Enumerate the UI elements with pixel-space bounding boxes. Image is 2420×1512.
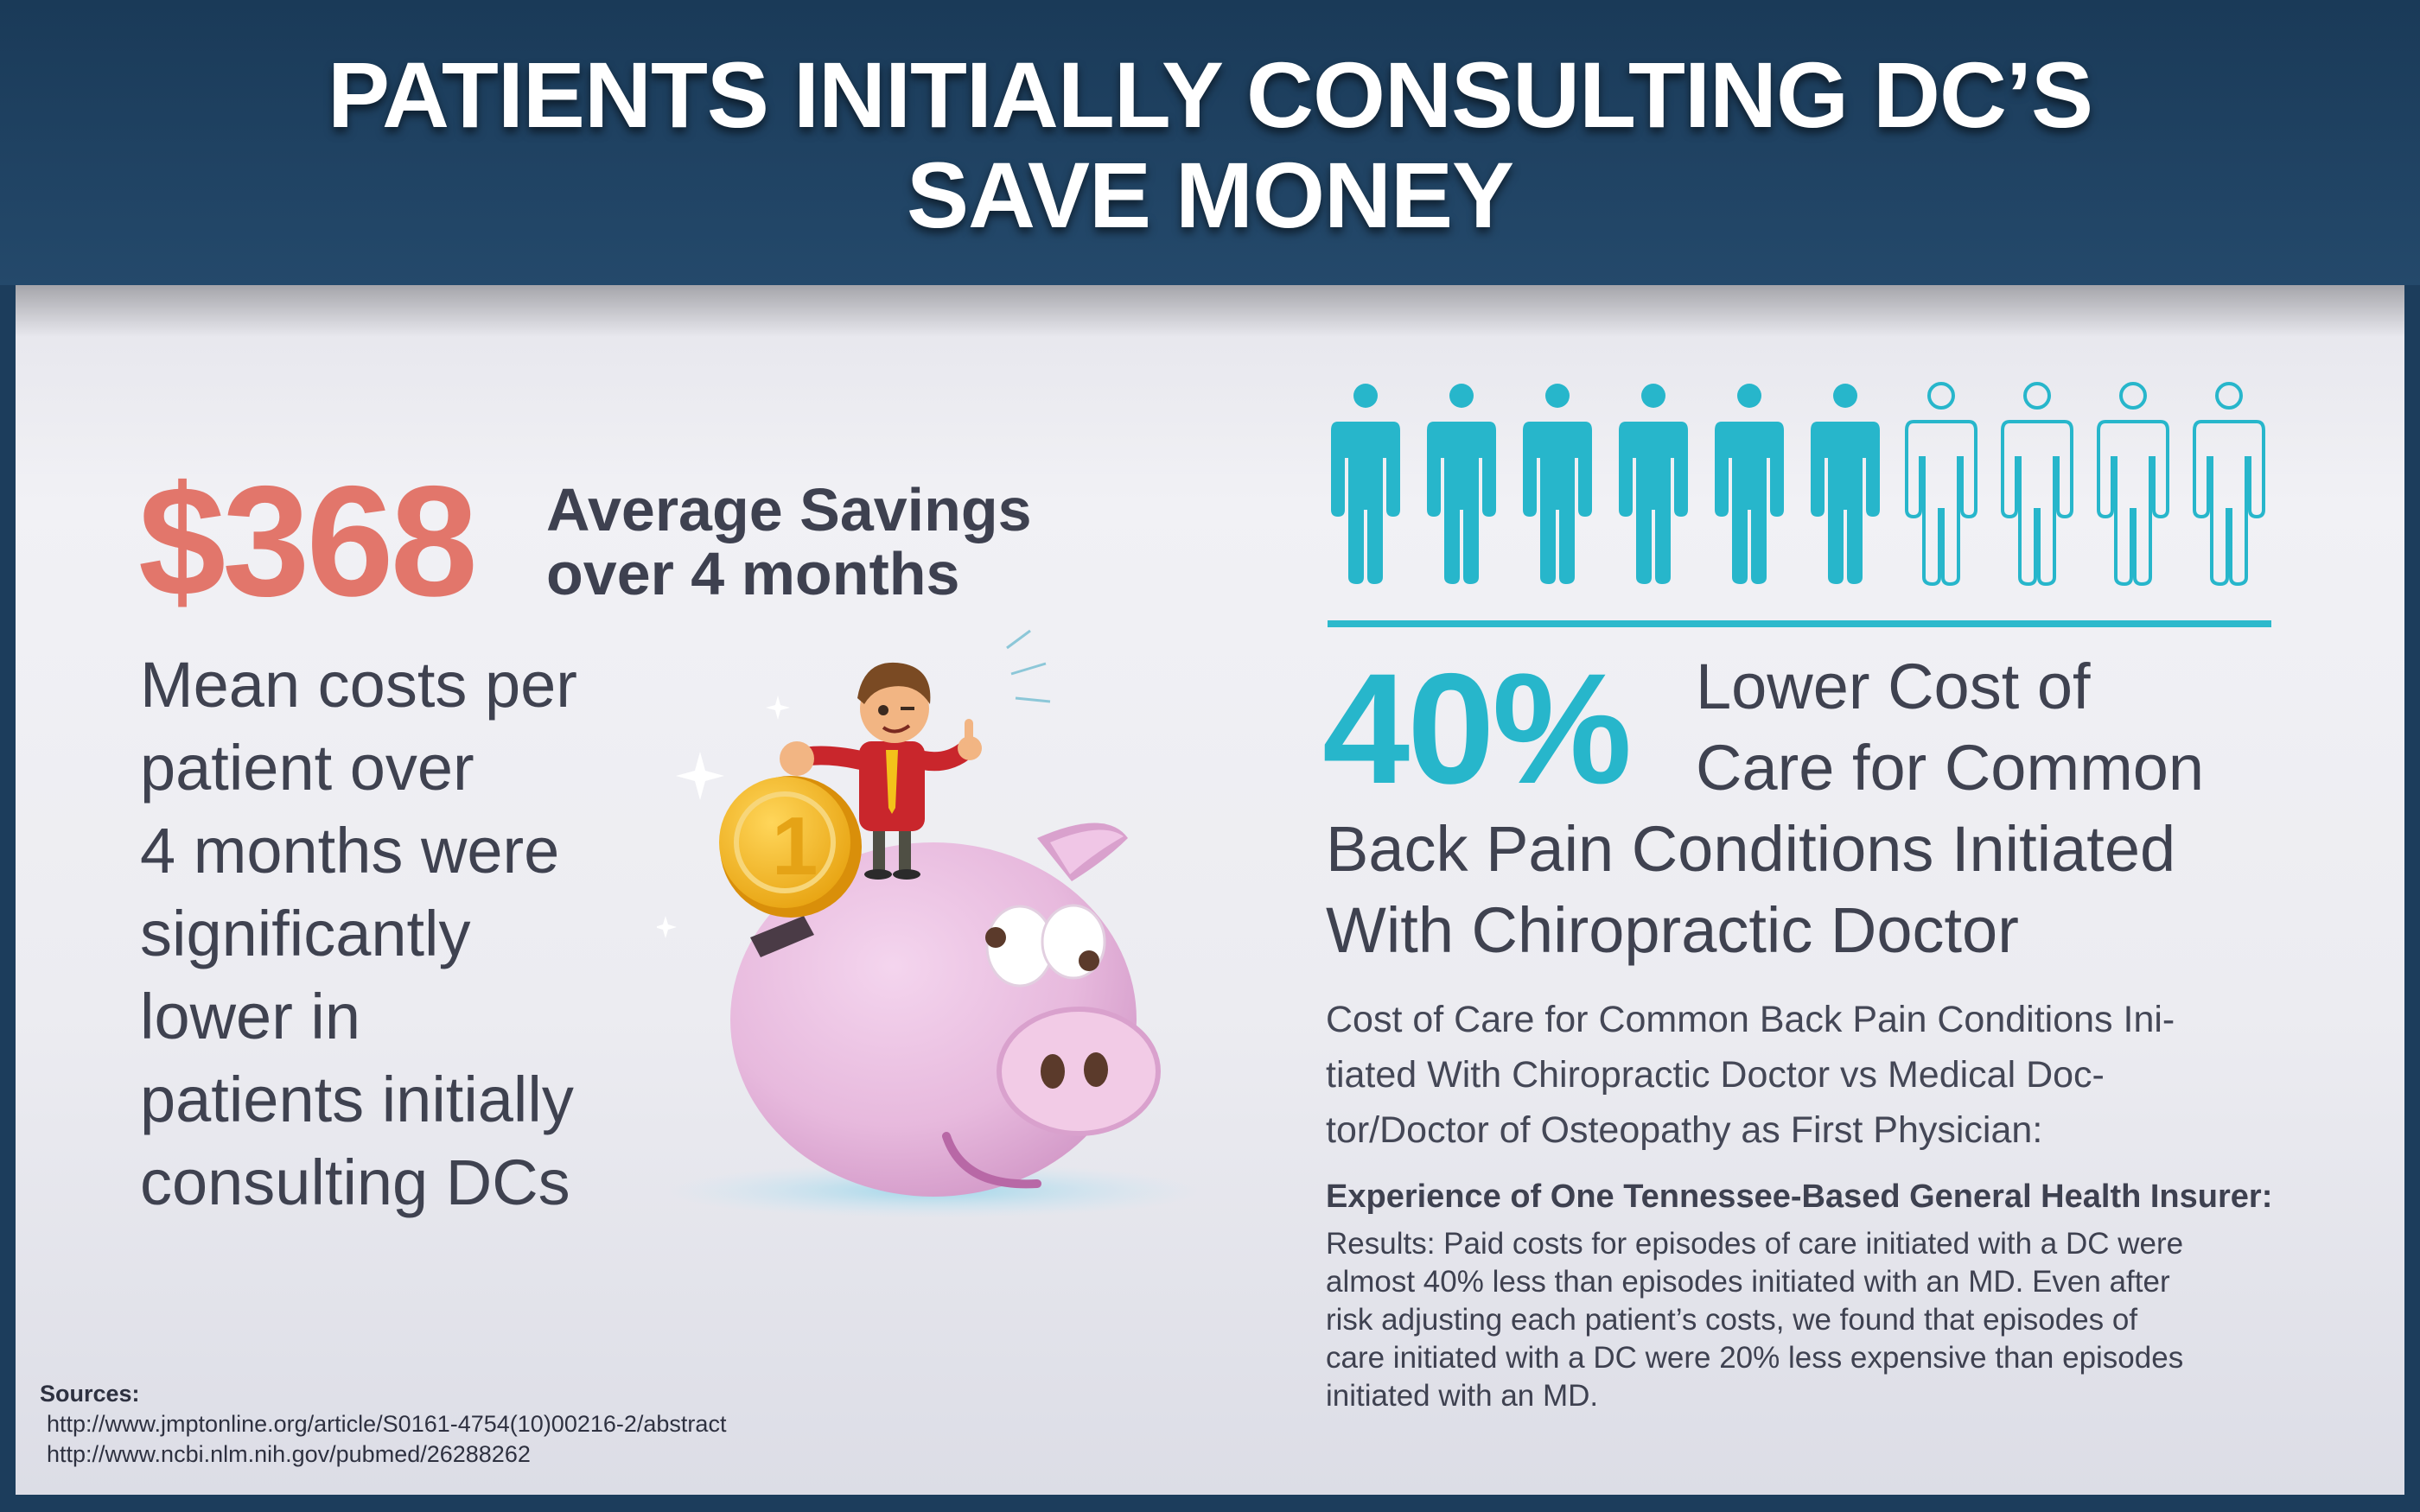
people-pictogram (1322, 380, 2273, 588)
source-link[interactable]: http://www.jmptonline.org/article/S0161-… (47, 1411, 727, 1437)
title-line-1: PATIENTS INITIALLY CONSULTING DC’S (327, 42, 2093, 147)
mean-line: Mean costs per (140, 649, 577, 721)
gold-coin-icon: 1 (719, 741, 862, 918)
results-line: risk adjusting each patient’s costs, we … (1326, 1303, 2138, 1337)
mean-line: patient over (140, 732, 474, 804)
piggy-bank-illustration: 1 (654, 622, 1210, 1227)
header-banner (0, 0, 2420, 285)
cost-of-care-text: Cost of Care for Common Back Pain Condit… (1326, 992, 2285, 1158)
person-icon-filled (1619, 384, 1688, 584)
savings-amount: $368 (138, 453, 478, 629)
panel-top-shadow (16, 285, 2404, 337)
cost-line: tiated With Chiropractic Doctor vs Medic… (1326, 1054, 2105, 1096)
mean-line: patients initially (140, 1064, 574, 1135)
percent-label-top: Lower Cost of Care for Common (1696, 646, 2301, 809)
results-line: care initiated with a DC were 20% less e… (1326, 1341, 2184, 1375)
source-link[interactable]: http://www.ncbi.nlm.nih.gov/pubmed/26288… (47, 1441, 531, 1467)
title-line-2: SAVE MONEY (906, 143, 1514, 247)
person-icon-filled (1523, 384, 1592, 584)
percent-label-bottom: Back Pain Conditions Initiated With Chir… (1326, 809, 2311, 971)
sources: Sources: http://www.jmptonline.org/artic… (40, 1379, 726, 1470)
sources-heading: Sources: (40, 1381, 140, 1407)
mean-cost-text: Mean costs per patient over 4 months wer… (140, 644, 693, 1224)
sparkle-icon (654, 696, 790, 938)
person-icon-filled (1811, 384, 1880, 584)
cost-line: tor/Doctor of Osteopathy as First Physic… (1326, 1109, 2043, 1151)
person-icon-outline (1905, 382, 1977, 587)
results-line: almost 40% less than episodes initiated … (1326, 1265, 2170, 1299)
percent-label-line: Care for Common (1696, 732, 2205, 804)
mean-line: lower in (140, 981, 360, 1052)
svg-text:1: 1 (772, 800, 818, 893)
person-icon-filled (1427, 384, 1496, 584)
mean-line: significantly (140, 898, 471, 969)
experience-title: Experience of One Tennessee-Based Genera… (1326, 1178, 2273, 1215)
person-icon-filled (1331, 384, 1400, 584)
person-icon-outline (2001, 382, 2073, 587)
mean-line: consulting DCs (140, 1147, 570, 1218)
percent-value: 40% (1322, 640, 1632, 816)
savings-label-line-1: Average Savings (546, 476, 1032, 543)
cost-line: Cost of Care for Common Back Pain Condit… (1326, 999, 2175, 1040)
percent-label-line: With Chiropractic Doctor (1326, 894, 2019, 966)
percent-label-line: Back Pain Conditions Initiated (1326, 813, 2176, 885)
content-panel (16, 285, 2404, 1495)
mean-line: 4 months were (140, 815, 560, 886)
piggy-bank-icon: 1 (654, 629, 1201, 1218)
savings-label: Average Savings over 4 months (546, 478, 1082, 606)
results-text: Results: Paid costs for episodes of care… (1326, 1225, 2277, 1415)
person-icon-outline (2097, 382, 2169, 587)
results-line: Results: Paid costs for episodes of care… (1326, 1227, 2184, 1261)
person-icon-outline (2193, 382, 2265, 587)
page-title: PATIENTS INITIALLY CONSULTING DC’S SAVE … (0, 45, 2420, 245)
person-icon-filled (1715, 384, 1784, 584)
divider-line (1328, 620, 2271, 627)
results-line: initiated with an MD. (1326, 1379, 1599, 1413)
savings-label-line-2: over 4 months (546, 540, 960, 607)
percent-label-line: Lower Cost of (1696, 651, 2091, 722)
